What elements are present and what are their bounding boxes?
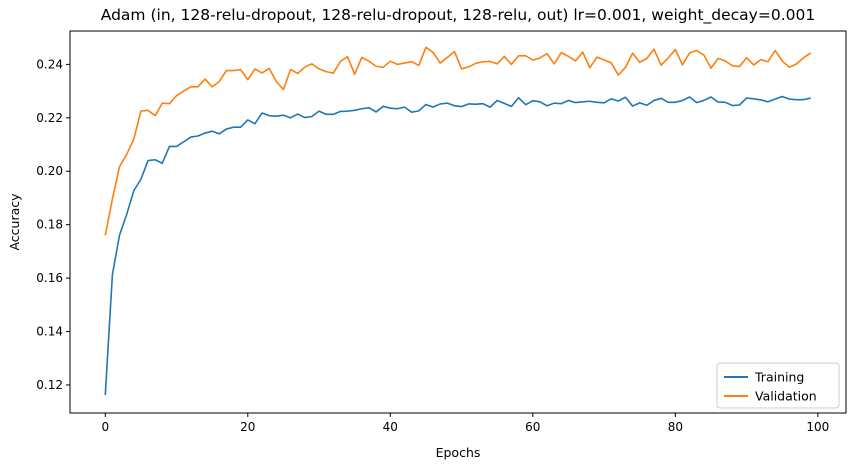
- x-tick-label: 20: [240, 420, 255, 434]
- y-tick-label: 0.20: [36, 164, 63, 178]
- series-line-training: [104, 95, 811, 396]
- x-tick-label: 80: [668, 420, 683, 434]
- series-line-validation: [104, 46, 812, 236]
- x-tick-label: 60: [525, 420, 540, 434]
- y-axis: 0.12 0.14 0.16 0.18 0.20 0.22 0.24: [36, 57, 70, 392]
- y-tick-label: 0.18: [36, 218, 63, 232]
- x-tick-label: 0: [101, 420, 109, 434]
- y-axis-label: Accuracy: [7, 193, 22, 251]
- legend-label-validation: Validation: [755, 389, 817, 404]
- x-axis: 0 20 40 60 80 100: [101, 413, 829, 434]
- x-tick-label: 40: [383, 420, 398, 434]
- x-tick-label: 100: [806, 420, 829, 434]
- x-axis-label: Epochs: [436, 445, 481, 460]
- y-tick-label: 0.16: [36, 271, 63, 285]
- y-tick-label: 0.22: [36, 111, 63, 125]
- legend: Training Validation: [716, 362, 840, 409]
- y-tick-label: 0.12: [36, 378, 63, 392]
- y-tick-label: 0.24: [36, 57, 63, 71]
- series-layer: [104, 46, 812, 396]
- chart-title: Adam (in, 128-relu-dropout, 128-relu-dro…: [101, 6, 815, 25]
- y-tick-label: 0.14: [36, 325, 63, 339]
- plot-frame: [69, 30, 847, 414]
- plot-area: [70, 31, 846, 413]
- legend-label-training: Training: [754, 370, 804, 385]
